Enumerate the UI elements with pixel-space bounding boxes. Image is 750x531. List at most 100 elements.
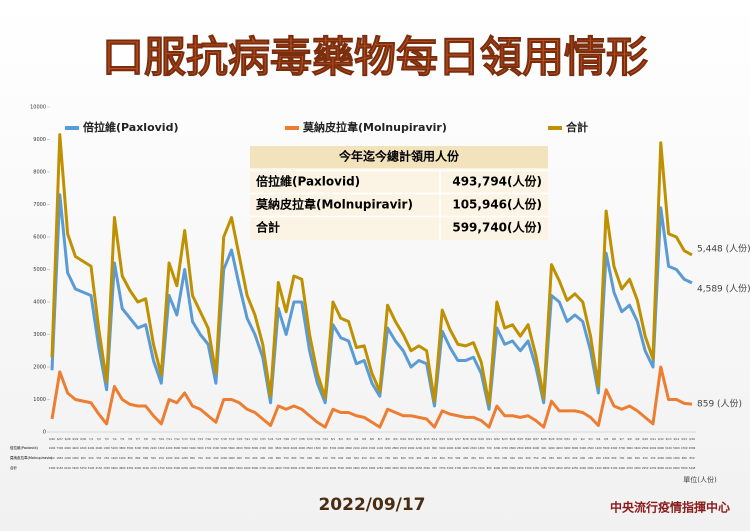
x-tick-label: 7/15 — [197, 437, 203, 441]
x-tick-label: 8/4 — [354, 437, 359, 441]
data-table-value: 3500 — [337, 466, 344, 470]
x-tick-label: 9/13 — [666, 437, 672, 441]
y-tick-label: 0 — [43, 430, 46, 436]
data-table-value: 2300 — [259, 446, 266, 450]
series-line — [50, 193, 693, 411]
data-table-value: 500 — [502, 456, 507, 460]
end-label: 4,589 (人份) — [697, 282, 750, 294]
x-tick-label: 8/2 — [339, 437, 344, 441]
data-table-value: 1800 — [314, 466, 321, 470]
data-table-value: 950 — [81, 456, 86, 460]
y-tick-label: 6000 — [33, 235, 46, 241]
end-label: 859 (人份) — [697, 398, 742, 410]
date: 2022/09/17 — [318, 495, 425, 515]
x-tick-label: 7/26 — [283, 437, 289, 441]
x-tick-label: 7/20 — [236, 437, 242, 441]
data-table-value: 4000 — [494, 466, 501, 470]
data-table-value: 3700 — [283, 466, 290, 470]
data-table-value: 2650 — [416, 466, 423, 470]
x-tick-label: 7/25 — [275, 437, 281, 441]
x-tick-label: 8/12 — [416, 437, 422, 441]
data-table-value: 2000 — [657, 456, 664, 460]
x-tick-label: 8/28 — [541, 437, 547, 441]
x-tick-label: 7/4 — [112, 437, 117, 441]
data-table-value: 4250 — [572, 466, 579, 470]
data-table-value: 800 — [190, 456, 195, 460]
data-table-value: 2200 — [416, 446, 423, 450]
data-table-value: 4050 — [564, 466, 571, 470]
data-table-value: 2200 — [455, 446, 462, 450]
x-tick-label: 8/5 — [362, 437, 367, 441]
data-table-value: 1300 — [603, 456, 610, 460]
data-table-value: 1000 — [665, 456, 672, 460]
x-tick-label: 8/15 — [439, 437, 445, 441]
data-table-value: 4300 — [80, 446, 87, 450]
data-table-value: 900 — [268, 446, 273, 450]
x-tick-label: 6/28 — [65, 437, 71, 441]
data-table-value: 4500 — [236, 446, 243, 450]
data-table-value: 3500 — [244, 446, 251, 450]
data-table-value: 3200 — [501, 466, 508, 470]
data-table-value: 3600 — [174, 446, 181, 450]
data-table-value: 2750 — [470, 466, 477, 470]
data-table-value: 6200 — [181, 466, 188, 470]
x-tick-label: 8/3 — [346, 437, 351, 441]
data-table-label: 合計 — [10, 465, 17, 470]
data-table-value: 250 — [104, 456, 109, 460]
x-tick-label: 8/26 — [525, 437, 531, 441]
legend-label: 莫納皮拉韋(Molnupiravir) — [302, 120, 447, 134]
x-tick-label: 7/18 — [221, 437, 227, 441]
data-table-value: 2500 — [400, 446, 407, 450]
data-table-value: 800 — [291, 456, 296, 460]
data-table-value: 850 — [128, 456, 133, 460]
x-tick-label: 7/14 — [190, 437, 196, 441]
x-tick-label: 8/6 — [370, 437, 375, 441]
data-table-value: 3400 — [189, 446, 196, 450]
x-tick-label: 7/19 — [229, 437, 235, 441]
x-tick-label: 9/12 — [658, 437, 664, 441]
data-table-value: 4000 — [330, 466, 337, 470]
table-value: 599,740(人份) — [452, 220, 542, 235]
data-table-label: 莫納皮拉韋(Molnupiravir) — [10, 455, 53, 460]
x-tick-label: 8/17 — [455, 437, 461, 441]
data-table-value: 2500 — [423, 466, 430, 470]
x-tick-label: 7/7 — [136, 437, 141, 441]
data-table-value: 6100 — [64, 466, 71, 470]
data-table-value: 2500 — [517, 446, 524, 450]
data-table-value: 2700 — [259, 466, 266, 470]
data-table-value: 450 — [416, 456, 421, 460]
data-table-value: 4200 — [166, 446, 173, 450]
data-table-value: 3100 — [439, 446, 446, 450]
data-table-value: 4900 — [64, 446, 71, 450]
data-table-value: 2000 — [533, 446, 540, 450]
data-table-value: 3800 — [275, 446, 282, 450]
x-tick-label: 7/22 — [252, 437, 258, 441]
data-table-value: 800 — [627, 456, 632, 460]
data-table-value: 900 — [237, 456, 242, 460]
data-table-value: 800 — [432, 446, 437, 450]
data-table-value: 2800 — [509, 446, 516, 450]
data-table-value: 4200 — [88, 446, 95, 450]
data-table-value: 200 — [596, 456, 601, 460]
data-table-value: 1000 — [119, 456, 126, 460]
x-tick-label: 8/19 — [471, 437, 477, 441]
data-table-value: 500 — [151, 456, 156, 460]
data-table-value: 5000 — [220, 446, 227, 450]
data-table-value: 1500 — [314, 446, 321, 450]
data-table-value: 500 — [455, 456, 460, 460]
data-table-value: 3600 — [572, 446, 579, 450]
data-table-value: 5150 — [548, 466, 555, 470]
x-tick-label: 6/27 — [57, 437, 63, 441]
data-table-value: 1550 — [103, 466, 110, 470]
data-table-value: 6800 — [603, 466, 610, 470]
data-table-value: 2000 — [650, 446, 657, 450]
data-table-value: 2800 — [525, 446, 532, 450]
x-tick-label: 8/14 — [432, 437, 438, 441]
data-table-value: 2700 — [501, 446, 508, 450]
x-tick-label: 8/31 — [564, 437, 570, 441]
data-table-value: 3000 — [283, 446, 290, 450]
data-table-value: 5100 — [665, 446, 672, 450]
data-table-label: 倍拉維(Paxlovid) — [10, 445, 38, 450]
data-table-value: 2650 — [462, 466, 469, 470]
data-table-value: 2950 — [587, 466, 594, 470]
